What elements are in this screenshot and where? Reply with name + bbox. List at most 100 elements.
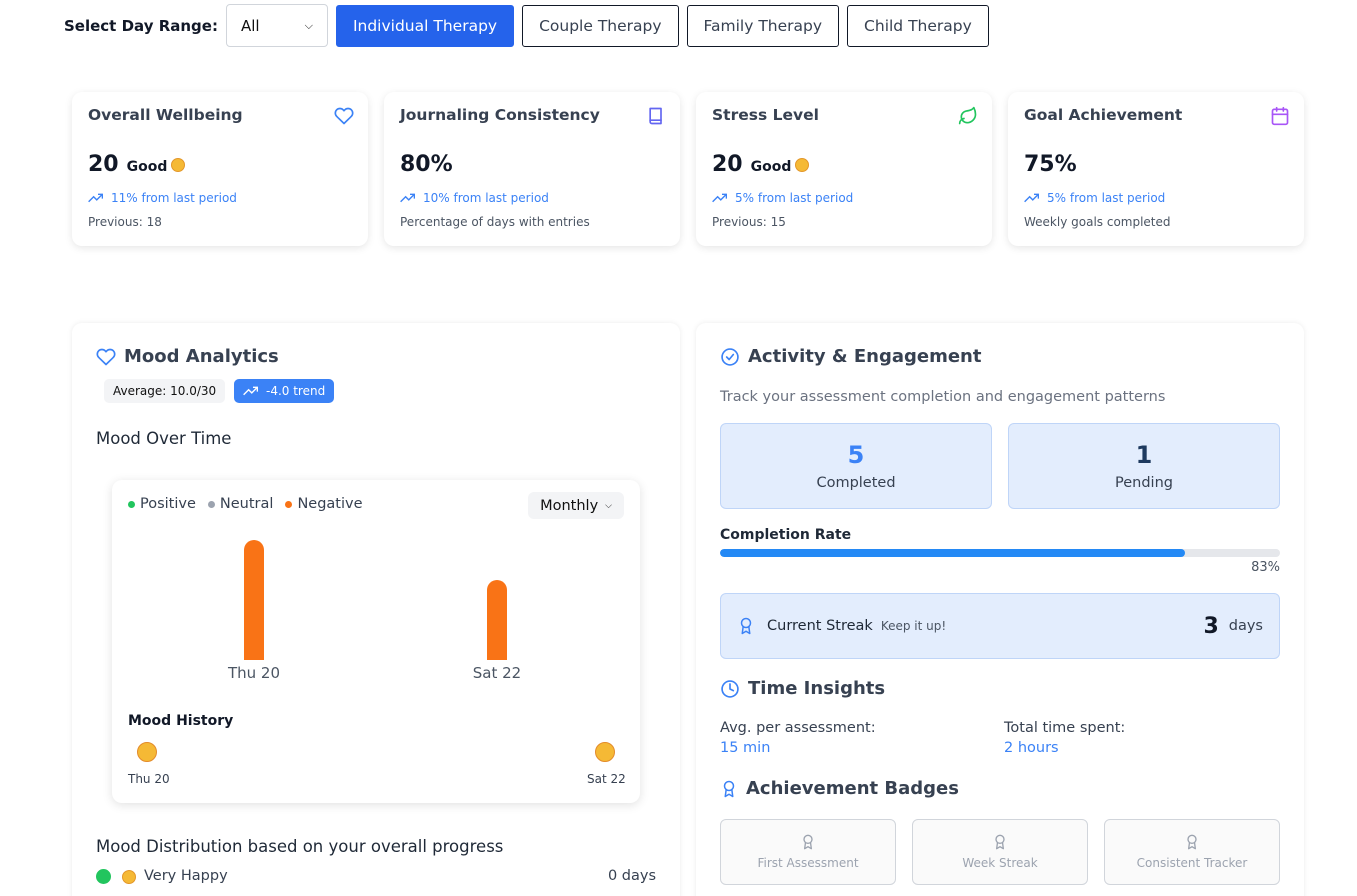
avg-time-label: Avg. per assessment: [720, 720, 876, 736]
award-icon [803, 834, 813, 850]
chart-legend: Positive Neutral Negative [128, 496, 375, 512]
streak-label: Current Streak [767, 618, 873, 634]
trending-up-icon [1024, 193, 1039, 203]
sad-emoji-icon [137, 742, 157, 762]
badge-first-assessment: First Assessment [720, 819, 896, 885]
day-range-select[interactable]: All ⌵ [225, 4, 328, 47]
chevron-down-icon: ⌵ [304, 18, 313, 32]
tab-individual-therapy[interactable]: Individual Therapy [335, 4, 515, 47]
avg-time: Avg. per assessment: 15 min [720, 720, 876, 756]
kpi-title: Stress Level [712, 106, 819, 124]
award-icon [740, 617, 752, 635]
mood-chart-card: Positive Neutral Negative Monthly ⌵ Thu 2… [112, 480, 640, 803]
legend-neutral: Neutral [207, 496, 273, 512]
kpi-change: 5% from last period [712, 191, 853, 205]
total-time: Total time spent: 2 hours [1004, 720, 1125, 756]
calendar-icon [1271, 106, 1289, 126]
avg-time-value: 15 min [720, 740, 771, 756]
legend-positive: Positive [128, 496, 196, 512]
trending-up-icon [712, 193, 727, 203]
total-time-label: Total time spent: [1004, 720, 1126, 736]
pending-label: Pending [1115, 475, 1173, 491]
badge-label: Week Streak [962, 856, 1038, 870]
pending-stat: 1 Pending [1008, 423, 1280, 509]
mood-distribution-title: Mood Distribution based on your overall … [96, 837, 504, 856]
award-icon [723, 780, 735, 797]
chart-bar [487, 580, 507, 660]
tab-child-therapy[interactable]: Child Therapy [847, 4, 989, 47]
check-circle-icon [721, 347, 739, 366]
tab-couple-therapy[interactable]: Couple Therapy [522, 4, 679, 47]
completion-progress-bar [720, 549, 1280, 557]
badge-label: Consistent Tracker [1136, 856, 1248, 870]
activity-title: Activity & Engagement [720, 346, 981, 367]
mood-analytics-title: Mood Analytics [96, 346, 279, 367]
badge-label: First Assessment [757, 856, 859, 870]
current-streak-box: Current Streak Keep it up! 3 days [720, 593, 1280, 659]
pending-value: 1 [1135, 441, 1153, 469]
history-date: Thu 20 [128, 772, 170, 786]
streak-unit: days [1228, 618, 1263, 634]
completion-rate-value: 83% [1251, 560, 1280, 575]
leaf-icon [958, 106, 977, 125]
award-icon [1187, 834, 1197, 850]
status-dot [96, 868, 111, 884]
kpi-change: 5% from last period [1024, 191, 1165, 205]
completed-value: 5 [847, 441, 865, 469]
laughing-emoji-icon [122, 870, 136, 884]
kpi-value: 75% [1024, 152, 1077, 177]
kpi-note: Percentage of days with entries [400, 215, 590, 229]
kpi-value: 20 Good [88, 152, 186, 177]
period-select[interactable]: Monthly ⌵ [528, 492, 624, 519]
smile-emoji-icon [171, 158, 186, 172]
book-icon [649, 107, 662, 125]
achievement-badges-title: Achievement Badges [720, 778, 959, 799]
chart-category-label: Thu 20 [227, 664, 281, 682]
kpi-qualifier: Good [126, 159, 168, 175]
average-pill: Average: 10.0/30 [104, 379, 226, 403]
distribution-days: 0 days [607, 868, 656, 884]
heart-icon [334, 107, 354, 125]
smile-emoji-icon [795, 158, 810, 172]
kpi-note: Weekly goals completed [1024, 215, 1171, 229]
trending-up-icon [400, 193, 415, 203]
kpi-note: Previous: 18 [88, 215, 162, 229]
badge-week-streak: Week Streak [912, 819, 1088, 885]
filter-bar: Select Day Range: All ⌵ Individual Thera… [64, 4, 997, 47]
chevron-down-icon: ⌵ [605, 500, 612, 511]
clock-icon [721, 679, 739, 698]
tab-family-therapy[interactable]: Family Therapy [686, 4, 840, 47]
completed-stat: 5 Completed [720, 423, 992, 509]
chart-category-label: Sat 22 [472, 664, 522, 682]
trend-pill: -4.0 trend [234, 379, 335, 403]
chart-bar [244, 540, 264, 660]
mood-analytics-panel: Mood Analytics Average: 10.0/30 -4.0 tre… [72, 323, 680, 896]
activity-panel: Activity & Engagement Track your assessm… [696, 323, 1304, 896]
completed-label: Completed [816, 475, 896, 491]
heart-icon [96, 348, 116, 365]
completion-rate-label: Completion Rate [720, 527, 852, 543]
trending-up-icon [88, 193, 103, 203]
kpi-change: 11% from last period [88, 191, 237, 205]
kpi-title: Overall Wellbeing [88, 106, 243, 124]
trending-up-icon [243, 386, 258, 396]
kpi-title: Goal Achievement [1024, 106, 1183, 124]
progress-fill [720, 549, 1185, 557]
kpi-card-wellbeing: Overall Wellbeing 20 Good 11% from last p… [72, 92, 368, 246]
sad-emoji-icon [595, 742, 615, 762]
streak-sub: Keep it up! [880, 619, 947, 633]
kpi-qualifier: Good [750, 159, 792, 175]
kpi-title: Journaling Consistency [400, 106, 600, 124]
kpi-card-stress: Stress Level 20 Good 5% from last period … [696, 92, 992, 246]
history-date: Sat 22 [587, 772, 626, 786]
total-time-value: 2 hours [1004, 740, 1059, 756]
distribution-row: Very Happy 0 days [96, 868, 656, 884]
activity-subtitle: Track your assessment completion and eng… [720, 389, 1166, 405]
day-range-label: Select Day Range: [64, 16, 218, 35]
kpi-value: 20 Good [712, 152, 810, 177]
mood-history-title: Mood History [128, 713, 234, 729]
mood-over-time-title: Mood Over Time [96, 429, 232, 448]
kpi-change: 10% from last period [400, 191, 549, 205]
kpi-card-goal: Goal Achievement 75% 5% from last period… [1008, 92, 1304, 246]
kpi-note: Previous: 15 [712, 215, 786, 229]
